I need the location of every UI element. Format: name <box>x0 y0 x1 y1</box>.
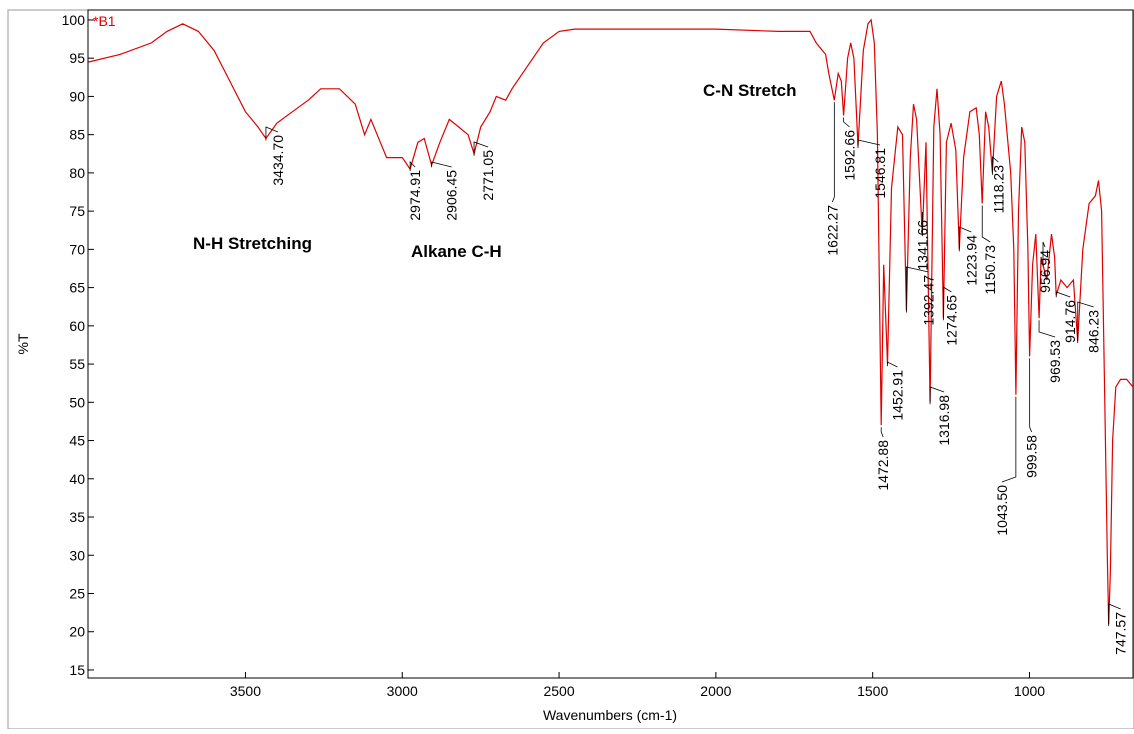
peak-leader <box>942 286 952 321</box>
frame <box>7 9 1134 730</box>
y-tick-label: 60 <box>69 318 85 334</box>
annotation: C-N Stretch <box>703 81 797 100</box>
peak-leader <box>843 117 850 128</box>
peak-leader <box>409 161 416 172</box>
y-tick-label: 75 <box>69 203 85 219</box>
peak-label: 2771.05 <box>480 150 496 201</box>
peak-label: 1472.88 <box>875 440 891 491</box>
y-tick-label: 80 <box>69 165 85 181</box>
peak-label: 1316.98 <box>936 395 952 446</box>
x-tick-label: 2000 <box>700 683 731 699</box>
sample-label: *B1 <box>93 13 116 29</box>
peak-leader <box>929 386 945 405</box>
y-axis-label: %T <box>15 333 31 354</box>
peak-leader <box>992 156 999 175</box>
y-tick-label: 85 <box>69 127 85 143</box>
x-tick-label: 2500 <box>543 683 574 699</box>
y-tick-label: 20 <box>69 624 85 640</box>
peak-label: 2906.45 <box>444 170 460 221</box>
peak-leader <box>1038 320 1056 338</box>
peak-label: 999.58 <box>1024 435 1040 478</box>
peak-label: 1341.66 <box>914 220 930 271</box>
peak-leader <box>831 102 835 203</box>
peak-leader <box>906 266 929 313</box>
peak-leader <box>981 205 991 243</box>
peak-leader <box>1001 396 1017 483</box>
x-tick-label: 1000 <box>1014 683 1045 699</box>
y-tick-label: 30 <box>69 547 85 563</box>
peak-label: 846.23 <box>1086 310 1102 353</box>
peak-label: 1223.94 <box>963 235 979 286</box>
peak-leader <box>857 139 881 149</box>
peak-label: 956.94 <box>1037 250 1053 293</box>
peak-label: 3434.70 <box>270 135 286 186</box>
peak-label: 1150.73 <box>982 245 998 295</box>
peak-label: 1622.27 <box>824 205 840 256</box>
peak-label: 1546.81 <box>872 148 888 199</box>
x-tick-label: 1500 <box>857 683 888 699</box>
y-tick-label: 100 <box>62 12 86 28</box>
annotation: Alkane C-H <box>411 242 502 261</box>
peak-leader <box>1077 301 1094 344</box>
peak-leader <box>1042 241 1046 267</box>
peak-label: 914.76 <box>1062 300 1078 343</box>
peak-label: 1043.50 <box>994 485 1010 536</box>
y-tick-label: 65 <box>69 280 85 296</box>
y-tick-label: 45 <box>69 433 85 449</box>
y-tick-label: 55 <box>69 356 85 372</box>
x-tick-label: 3000 <box>387 683 418 699</box>
peak-leader <box>431 161 452 168</box>
peak-leader <box>880 427 884 438</box>
peak-leader <box>1029 358 1033 433</box>
y-tick-label: 70 <box>69 241 85 257</box>
peak-label: 1392.47 <box>920 275 936 326</box>
peak-leader <box>958 226 972 252</box>
peak-leader <box>887 361 898 368</box>
peak-leader <box>1055 291 1071 298</box>
y-tick-label: 90 <box>69 88 85 104</box>
y-tick-label: 35 <box>69 509 85 525</box>
y-tick-label: 25 <box>69 585 85 601</box>
y-tick-label: 15 <box>69 662 85 678</box>
plot-area <box>87 9 1134 679</box>
peak-label: 2974.91 <box>407 170 423 221</box>
y-tick-label: 95 <box>69 50 85 66</box>
peak-label: 747.57 <box>1113 612 1129 655</box>
spectrum-line <box>88 18 1134 625</box>
peak-leader <box>265 126 279 141</box>
peak-label: 1118.23 <box>990 165 1006 214</box>
peak-leader <box>473 141 489 156</box>
y-tick-label: 50 <box>69 394 85 410</box>
peak-leader <box>1108 603 1121 627</box>
peak-label: 1452.91 <box>889 370 905 421</box>
x-axis-label: Wavenumbers (cm-1) <box>543 707 677 723</box>
peak-label: 969.53 <box>1047 340 1063 383</box>
peak-label: 1592.66 <box>842 130 858 181</box>
y-tick-label: 40 <box>69 471 85 487</box>
annotation: N-H Stretching <box>193 234 312 253</box>
x-tick-label: 3500 <box>230 683 261 699</box>
peak-label: 1274.65 <box>943 295 959 346</box>
